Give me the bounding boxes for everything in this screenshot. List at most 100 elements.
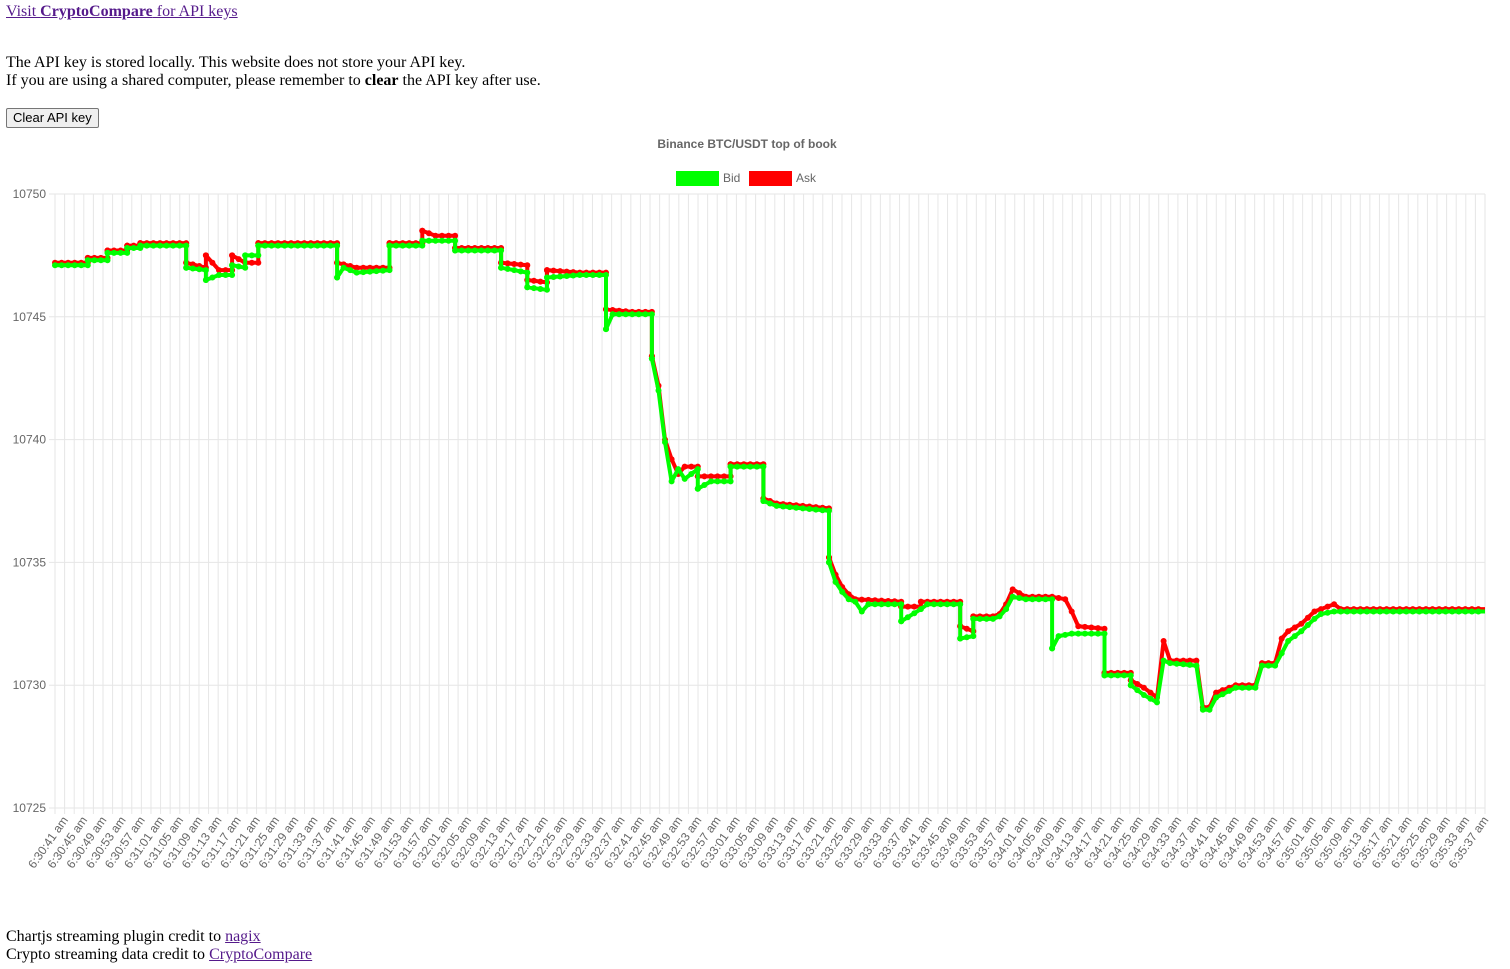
legend-bid-swatch[interactable] bbox=[676, 171, 719, 186]
data-point bbox=[694, 466, 701, 473]
data-point bbox=[1134, 687, 1141, 694]
data-point bbox=[334, 242, 341, 249]
data-point bbox=[1206, 706, 1213, 713]
data-point bbox=[1042, 596, 1049, 603]
series-line bbox=[55, 228, 1485, 710]
cryptocompare-anchor[interactable]: Visit CryptoCompare for API keys bbox=[6, 3, 238, 20]
data-point bbox=[1403, 608, 1410, 615]
data-point bbox=[111, 249, 117, 256]
data-point bbox=[1154, 699, 1160, 706]
data-point bbox=[681, 475, 688, 482]
data-point bbox=[412, 242, 419, 249]
data-point bbox=[898, 618, 905, 625]
data-point bbox=[504, 260, 511, 267]
notice-line-2-b: the API key after use. bbox=[398, 72, 541, 89]
data-point bbox=[1311, 608, 1318, 615]
data-point bbox=[1390, 608, 1397, 615]
data-point bbox=[753, 463, 760, 470]
chart-series bbox=[52, 227, 1485, 713]
data-point bbox=[1049, 645, 1056, 652]
data-point bbox=[334, 274, 341, 281]
data-point bbox=[839, 588, 846, 595]
data-point bbox=[917, 606, 924, 613]
data-point bbox=[1278, 650, 1285, 657]
data-point bbox=[1068, 630, 1075, 637]
data-point bbox=[1311, 615, 1318, 622]
cryptocompare-credit-link[interactable]: CryptoCompare bbox=[209, 946, 313, 963]
data-point bbox=[589, 272, 596, 278]
data-point bbox=[216, 267, 222, 274]
data-point bbox=[484, 247, 491, 254]
api-key-notice: The API key is stored locally. This webs… bbox=[6, 54, 541, 90]
data-point bbox=[1226, 687, 1233, 694]
data-point bbox=[360, 269, 367, 276]
data-point bbox=[898, 601, 905, 608]
data-point bbox=[944, 601, 951, 608]
data-point bbox=[84, 262, 91, 269]
clear-api-key-button[interactable]: Clear API key bbox=[6, 108, 99, 128]
data-point bbox=[655, 387, 662, 394]
data-point bbox=[1062, 596, 1069, 603]
data-point bbox=[386, 242, 393, 249]
y-tick-label: 10735 bbox=[13, 555, 47, 569]
data-point bbox=[1298, 620, 1305, 627]
legend-ask-swatch[interactable] bbox=[749, 171, 792, 186]
data-point bbox=[170, 242, 177, 249]
nagix-link[interactable]: nagix bbox=[225, 928, 261, 945]
data-point bbox=[84, 257, 91, 264]
data-point bbox=[1291, 624, 1298, 631]
data-point bbox=[130, 245, 137, 251]
data-point bbox=[1285, 628, 1292, 635]
data-point bbox=[550, 274, 557, 280]
data-point bbox=[642, 311, 649, 318]
data-point bbox=[1022, 596, 1029, 603]
data-point bbox=[1101, 625, 1108, 632]
data-point bbox=[91, 257, 98, 264]
data-point bbox=[425, 230, 432, 237]
data-point bbox=[380, 267, 386, 274]
legend-ask-label[interactable]: Ask bbox=[796, 171, 817, 185]
y-axis: 10725 10730 10735 10740 10745 10750 bbox=[13, 187, 47, 815]
data-point bbox=[852, 598, 859, 605]
data-point bbox=[235, 263, 242, 270]
data-point bbox=[688, 463, 695, 470]
data-point bbox=[747, 463, 754, 470]
data-point bbox=[281, 242, 288, 249]
legend-bid-label[interactable]: Bid bbox=[723, 171, 740, 185]
data-point bbox=[865, 596, 872, 603]
data-point bbox=[950, 601, 957, 608]
data-point bbox=[1173, 660, 1180, 667]
data-point bbox=[1331, 601, 1338, 608]
data-point bbox=[622, 311, 629, 318]
data-point bbox=[1003, 606, 1010, 613]
data-point bbox=[1193, 657, 1200, 664]
data-point bbox=[609, 307, 616, 313]
data-point bbox=[865, 601, 872, 608]
data-point bbox=[1088, 630, 1095, 637]
data-point bbox=[399, 242, 406, 249]
data-point bbox=[812, 506, 819, 513]
data-point bbox=[681, 463, 688, 470]
data-point bbox=[1009, 593, 1016, 600]
data-point bbox=[970, 615, 977, 622]
data-point bbox=[1160, 638, 1167, 644]
data-point bbox=[386, 267, 393, 274]
x-axis: 6:30:41 am6:30:45 am6:30:49 am6:30:53 am… bbox=[25, 814, 1491, 871]
data-point bbox=[858, 608, 865, 615]
data-point bbox=[721, 473, 728, 480]
data-point bbox=[314, 242, 321, 249]
data-point bbox=[104, 257, 111, 264]
data-point bbox=[524, 284, 531, 291]
data-point bbox=[1344, 608, 1351, 615]
chart-legend: Bid Ask bbox=[676, 171, 817, 186]
data-point bbox=[143, 242, 150, 249]
data-point bbox=[176, 242, 183, 249]
data-point bbox=[537, 278, 544, 285]
data-point bbox=[760, 498, 767, 504]
data-point bbox=[307, 242, 314, 249]
cryptocompare-link[interactable]: Visit CryptoCompare for API keys bbox=[6, 2, 238, 22]
data-point bbox=[701, 482, 708, 488]
data-point bbox=[1127, 682, 1134, 689]
data-point bbox=[491, 247, 498, 254]
data-point bbox=[1075, 623, 1082, 630]
